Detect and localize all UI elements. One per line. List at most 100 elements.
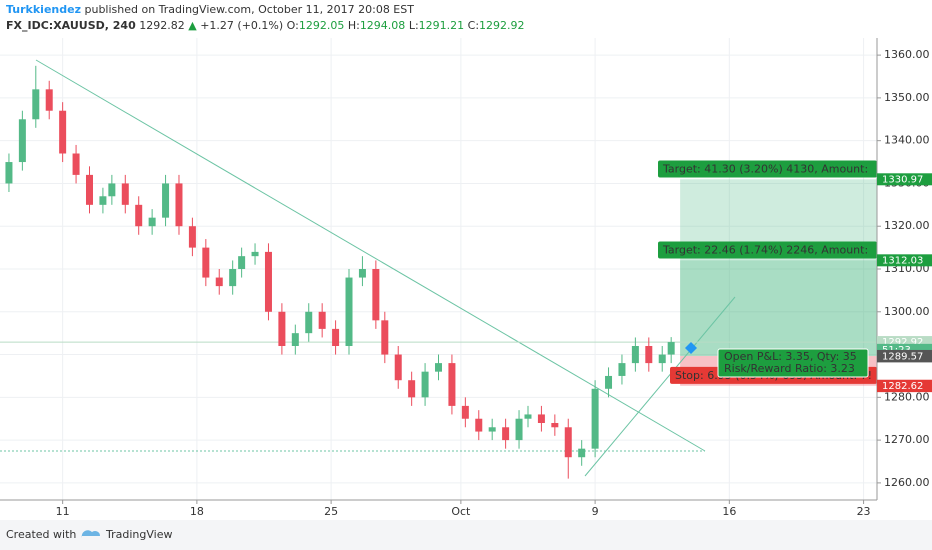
- candle-body: [5, 162, 13, 184]
- target2-zone: [680, 260, 877, 356]
- footer-brand[interactable]: TradingView: [105, 528, 172, 541]
- candle-body: [345, 277, 353, 346]
- candle-body: [488, 427, 496, 432]
- candle-body: [658, 354, 666, 364]
- candle-body: [305, 311, 313, 334]
- candle-body: [372, 269, 380, 321]
- published: published on TradingView.com, October 11…: [84, 3, 414, 16]
- candle-body: [188, 226, 196, 248]
- c: 1292.92: [479, 19, 525, 32]
- candle-body: [108, 183, 116, 197]
- trend-line: [584, 296, 736, 477]
- price-tag-label: 1330.97: [882, 174, 923, 185]
- y-tick-label: 1320.00: [884, 219, 930, 232]
- author[interactable]: Turkkiendez: [6, 3, 81, 16]
- candle-body: [591, 388, 599, 449]
- candle-body: [435, 363, 442, 372]
- y-tick-label: 1270.00: [884, 433, 930, 446]
- candle-body: [502, 427, 510, 441]
- o-label: O:: [287, 19, 299, 32]
- arrow: ▲: [188, 19, 197, 32]
- y-tick-label: 1350.00: [884, 91, 930, 104]
- y-tick-label: 1280.00: [884, 390, 930, 403]
- candle-body: [394, 354, 402, 381]
- l: 1291.21: [419, 19, 465, 32]
- candle-body: [551, 423, 559, 428]
- up-arrow: [685, 341, 697, 354]
- candle-body: [358, 269, 366, 278]
- candle-body: [332, 328, 340, 346]
- candle-body: [578, 448, 586, 458]
- candle-body: [448, 363, 456, 406]
- header-line: Turkkiendez published on TradingView.com…: [6, 3, 414, 16]
- candle-body: [251, 251, 259, 257]
- candle-body: [515, 418, 523, 441]
- plot: Target: 41.30 (3.20%) 4130, Amount: Targe…: [0, 38, 877, 500]
- candle-body: [524, 414, 532, 419]
- price-tag: [877, 254, 932, 267]
- trend-line: [35, 59, 706, 452]
- price-tag: [877, 173, 932, 186]
- x-tick-label: 11: [56, 505, 70, 518]
- candle-body: [135, 204, 143, 227]
- candle-body: [162, 183, 170, 218]
- l-label: L:: [409, 19, 419, 32]
- candle-body: [18, 119, 26, 163]
- candle-body: [175, 183, 183, 227]
- candle-body: [229, 269, 237, 287]
- candle-body: [45, 89, 53, 111]
- x-tick-label: 25: [324, 505, 338, 518]
- candle-body: [291, 333, 299, 346]
- y-tick-label: 1360.00: [884, 48, 930, 61]
- candle-body: [318, 311, 326, 329]
- x-tick-label: 16: [722, 505, 736, 518]
- candle-body: [618, 363, 626, 376]
- candle-body: [381, 320, 389, 355]
- candle-body: [461, 405, 469, 419]
- candle-body: [32, 89, 40, 120]
- candle-body: [148, 217, 156, 227]
- candle-body: [99, 196, 107, 205]
- pnl-bg: [717, 348, 869, 378]
- position-label: Target: 22.46 (1.74%) 2246, Amount:: [662, 243, 868, 256]
- price-tag: [877, 380, 932, 393]
- y-tick-label: 1300.00: [884, 305, 930, 318]
- candle-body: [121, 183, 129, 205]
- price-tag: [877, 350, 932, 363]
- h: 1294.08: [360, 19, 406, 32]
- y-tick-label: 1260.00: [884, 476, 930, 489]
- pnl-label: Open P&L: 3.35, Qty: 35: [724, 350, 857, 363]
- candle-body: [475, 418, 483, 432]
- candle-body: [605, 375, 613, 389]
- symbol: FX_IDC:XAUUSD, 240: [6, 19, 136, 32]
- c-label: C:: [468, 19, 479, 32]
- x-tick-label: Oct: [451, 505, 471, 518]
- logo: [81, 530, 100, 538]
- footer-created: Created with: [6, 528, 76, 541]
- candle-body: [72, 153, 80, 175]
- symbol-line: FX_IDC:XAUUSD, 240 1292.82 ▲ +1.27 (+0.1…: [6, 19, 525, 32]
- candle-body: [421, 371, 429, 398]
- candle-body: [667, 342, 675, 355]
- position-label: Target: 41.30 (3.20%) 4130, Amount:: [662, 162, 868, 175]
- footer-bar: [0, 520, 932, 550]
- candle-body: [202, 247, 210, 278]
- o: 1292.05: [299, 19, 345, 32]
- label-bg: [658, 241, 877, 259]
- candle-body: [85, 174, 93, 205]
- price-tag-label: 1282.62: [882, 381, 923, 392]
- candle-body: [408, 380, 416, 398]
- rr-label: Risk/Reward Ratio: 3.23: [724, 362, 855, 375]
- y-tick-label: 1340.00: [884, 134, 930, 147]
- candle-body: [537, 414, 545, 423]
- candle-body: [631, 346, 639, 364]
- candle-body: [59, 110, 67, 154]
- candle-body: [645, 346, 653, 364]
- change: +1.27 (+0.1%): [200, 19, 283, 32]
- x-tick-label: 23: [857, 505, 871, 518]
- price-tag-label: 1292.92: [882, 337, 923, 348]
- price-tag-label: 1312.03: [882, 255, 923, 266]
- x-tick-label: 9: [592, 505, 599, 518]
